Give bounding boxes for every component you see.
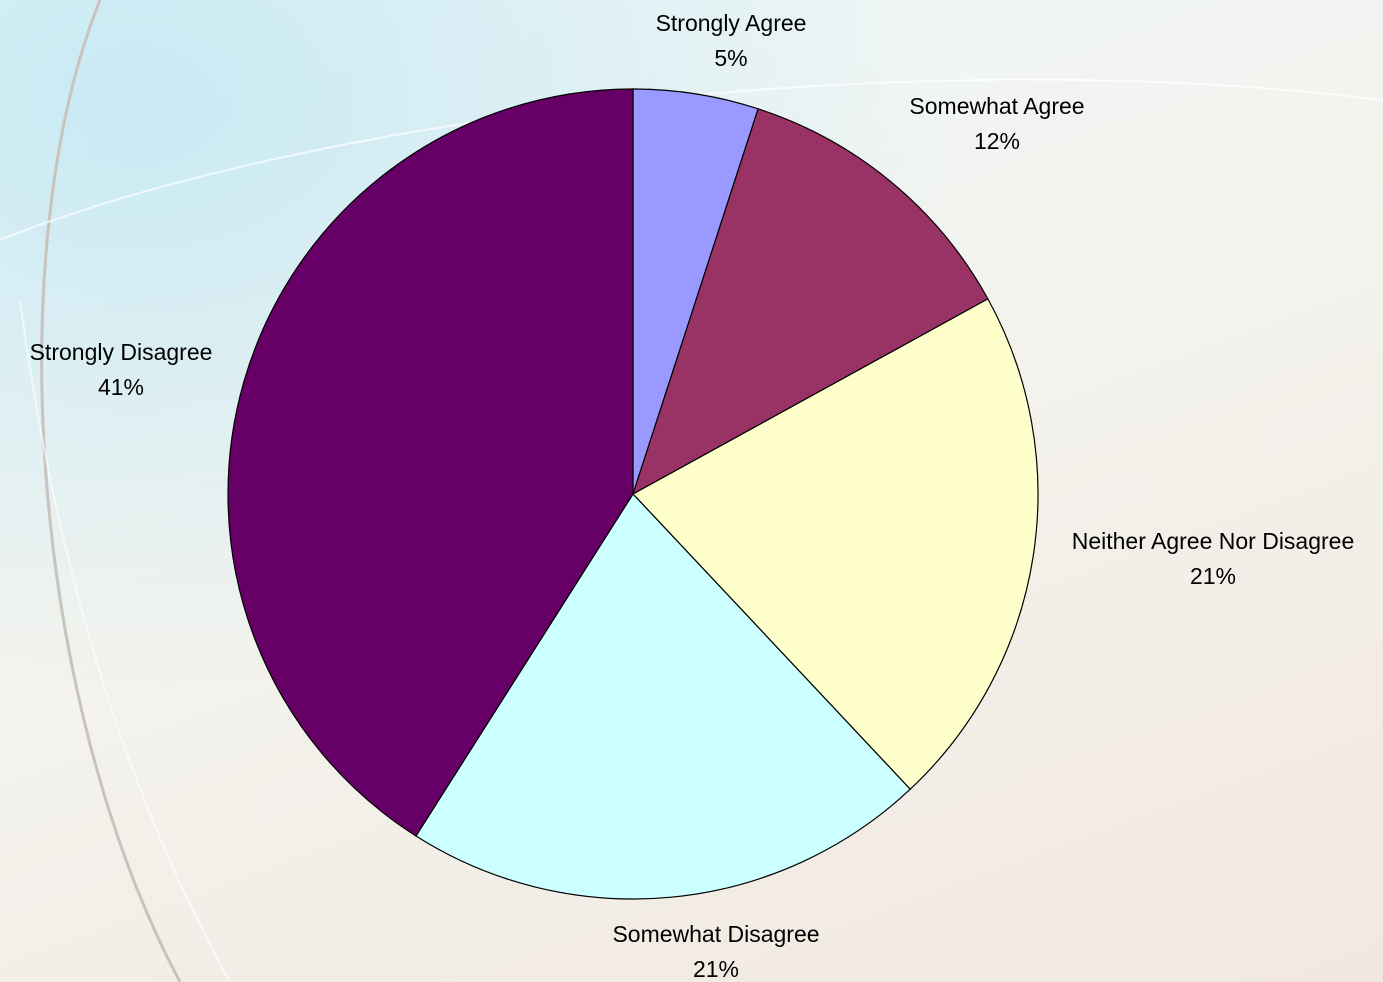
background-arc-outer	[40, 0, 182, 982]
slice-label-somewhat-disagree: Somewhat Disagree	[612, 921, 819, 947]
slice-label-strongly-agree: Strongly Agree	[656, 10, 807, 36]
pie-labels: Strongly Agree 5% Somewhat Agree 12% Neither…	[30, 10, 1355, 982]
pie-slice-somewhat-disagree	[415, 493, 912, 900]
slice-label-strongly-disagree: Strongly Disagree	[30, 339, 213, 365]
slice-value-neither-agree-nor-disagree: 21%	[1190, 563, 1236, 589]
pie-slice-somewhat-agree	[631, 108, 989, 496]
pie-slice-neither-agree-nor-disagree	[632, 298, 1039, 791]
background-arc-lower	[19, 299, 231, 982]
pie-slice-strongly-disagree	[227, 88, 634, 837]
slice-label-somewhat-agree: Somewhat Agree	[909, 93, 1084, 119]
slice-value-somewhat-agree: 12%	[974, 128, 1020, 154]
slice-label-neither-agree-nor-disagree: Neither Agree Nor Disagree	[1072, 528, 1355, 554]
pie-slices	[227, 88, 1039, 900]
slice-value-strongly-agree: 5%	[714, 45, 747, 71]
slice-value-somewhat-disagree: 21%	[693, 956, 739, 982]
slice-value-strongly-disagree: 41%	[98, 374, 144, 400]
